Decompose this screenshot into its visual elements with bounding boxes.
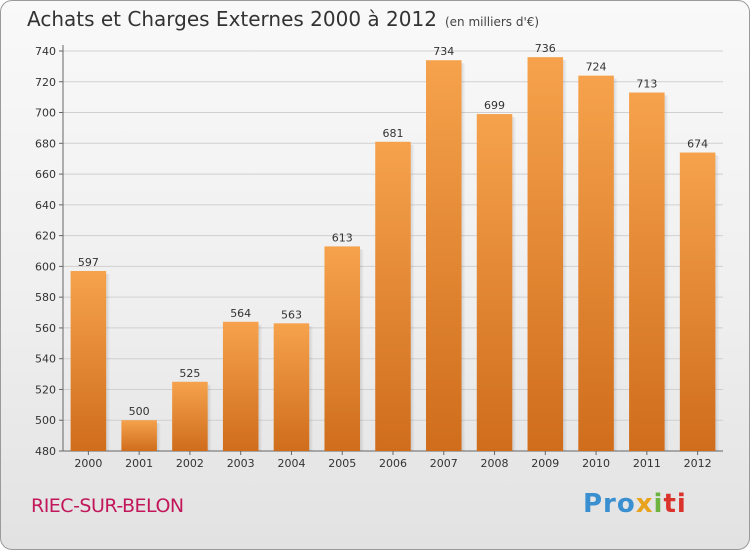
- y-tick-label: 500: [35, 414, 56, 427]
- bar-shadow: [156, 423, 161, 451]
- logo-part-2: x: [635, 489, 654, 519]
- bar: [375, 141, 411, 451]
- y-tick-label: 720: [35, 76, 56, 89]
- bar: [629, 92, 665, 452]
- bar-shadow: [360, 249, 364, 451]
- x-tick-label: 2003: [227, 457, 255, 470]
- x-tick-label: 2004: [277, 457, 305, 470]
- data-label: 734: [433, 45, 454, 58]
- bar: [273, 323, 310, 451]
- y-tick-label: 640: [35, 199, 56, 212]
- logo-part-4: ti: [663, 489, 687, 519]
- x-tick-label: 2008: [481, 457, 509, 470]
- x-tick-label: 2001: [125, 457, 153, 470]
- data-label: 699: [484, 99, 505, 112]
- proxiti-logo: Proxiti: [583, 489, 687, 519]
- commune-name: RIEC-SUR-BELON: [31, 495, 184, 517]
- bar-shadow: [309, 326, 314, 451]
- bar: [527, 57, 564, 452]
- x-tick-label: 2005: [328, 457, 356, 470]
- x-tick-label: 2007: [430, 457, 458, 470]
- y-tick-label: 560: [35, 322, 56, 335]
- bar: [679, 152, 716, 452]
- data-label: 736: [535, 42, 556, 55]
- bar: [121, 420, 157, 451]
- bar: [324, 246, 360, 451]
- bar-shadow: [461, 63, 466, 451]
- bar-shadow: [258, 324, 263, 451]
- chart-title: Achats et Charges Externes 2000 à 2012 (e…: [27, 7, 539, 31]
- x-tick-label: 2009: [531, 457, 559, 470]
- bar: [222, 321, 259, 451]
- bar-shadow: [613, 78, 618, 451]
- bar-shadow: [512, 117, 517, 452]
- x-tick-label: 2002: [176, 457, 204, 470]
- bar-shadow: [715, 155, 720, 452]
- data-label: 597: [78, 256, 99, 269]
- label-layer: 2000 597 2001 500 2002 525 2003 564 2004 563 2005 6…: [74, 42, 711, 470]
- y-tick-label: 620: [35, 230, 56, 243]
- bar: [70, 271, 107, 451]
- logo-part-1: Pro: [583, 489, 636, 519]
- bar: [578, 75, 614, 451]
- x-tick-label: 2011: [633, 457, 661, 470]
- bar-shadow: [106, 274, 111, 451]
- data-label: 724: [586, 61, 607, 74]
- chart-title-text: Achats et Charges Externes 2000 à 2012: [27, 7, 437, 31]
- data-label: 681: [383, 127, 404, 140]
- bar-shadow: [410, 144, 415, 451]
- data-label: 564: [230, 307, 251, 320]
- y-tick-label: 600: [35, 260, 56, 273]
- y-tick-label: 580: [35, 291, 56, 304]
- bar-shadow: [207, 384, 212, 451]
- data-label: 674: [687, 138, 708, 151]
- logo-part-3: i: [653, 489, 664, 519]
- x-tick-label: 2006: [379, 457, 407, 470]
- data-label: 500: [129, 405, 150, 418]
- bar: [172, 381, 208, 451]
- data-label: 563: [281, 308, 302, 321]
- y-tick-label: 680: [35, 137, 56, 150]
- bar-shadow: [563, 60, 568, 452]
- bar-shadow: [664, 95, 669, 452]
- y-tick-label: 740: [35, 45, 56, 58]
- data-label: 613: [332, 231, 353, 244]
- x-tick-label: 2000: [74, 457, 102, 470]
- data-label: 713: [636, 78, 657, 91]
- y-tick-label: 480: [35, 445, 56, 458]
- bar: [476, 114, 513, 452]
- x-tick-label: 2010: [582, 457, 610, 470]
- unit-note: (en milliers d'€): [444, 15, 540, 29]
- x-tick-label: 2012: [684, 457, 712, 470]
- bar-layer: [70, 57, 720, 452]
- y-tick-label: 660: [35, 168, 56, 181]
- y-tick-label: 700: [35, 107, 56, 120]
- y-tick-label: 520: [35, 383, 56, 396]
- y-tick-label: 540: [35, 353, 56, 366]
- bar: [426, 60, 462, 451]
- data-label: 525: [179, 367, 200, 380]
